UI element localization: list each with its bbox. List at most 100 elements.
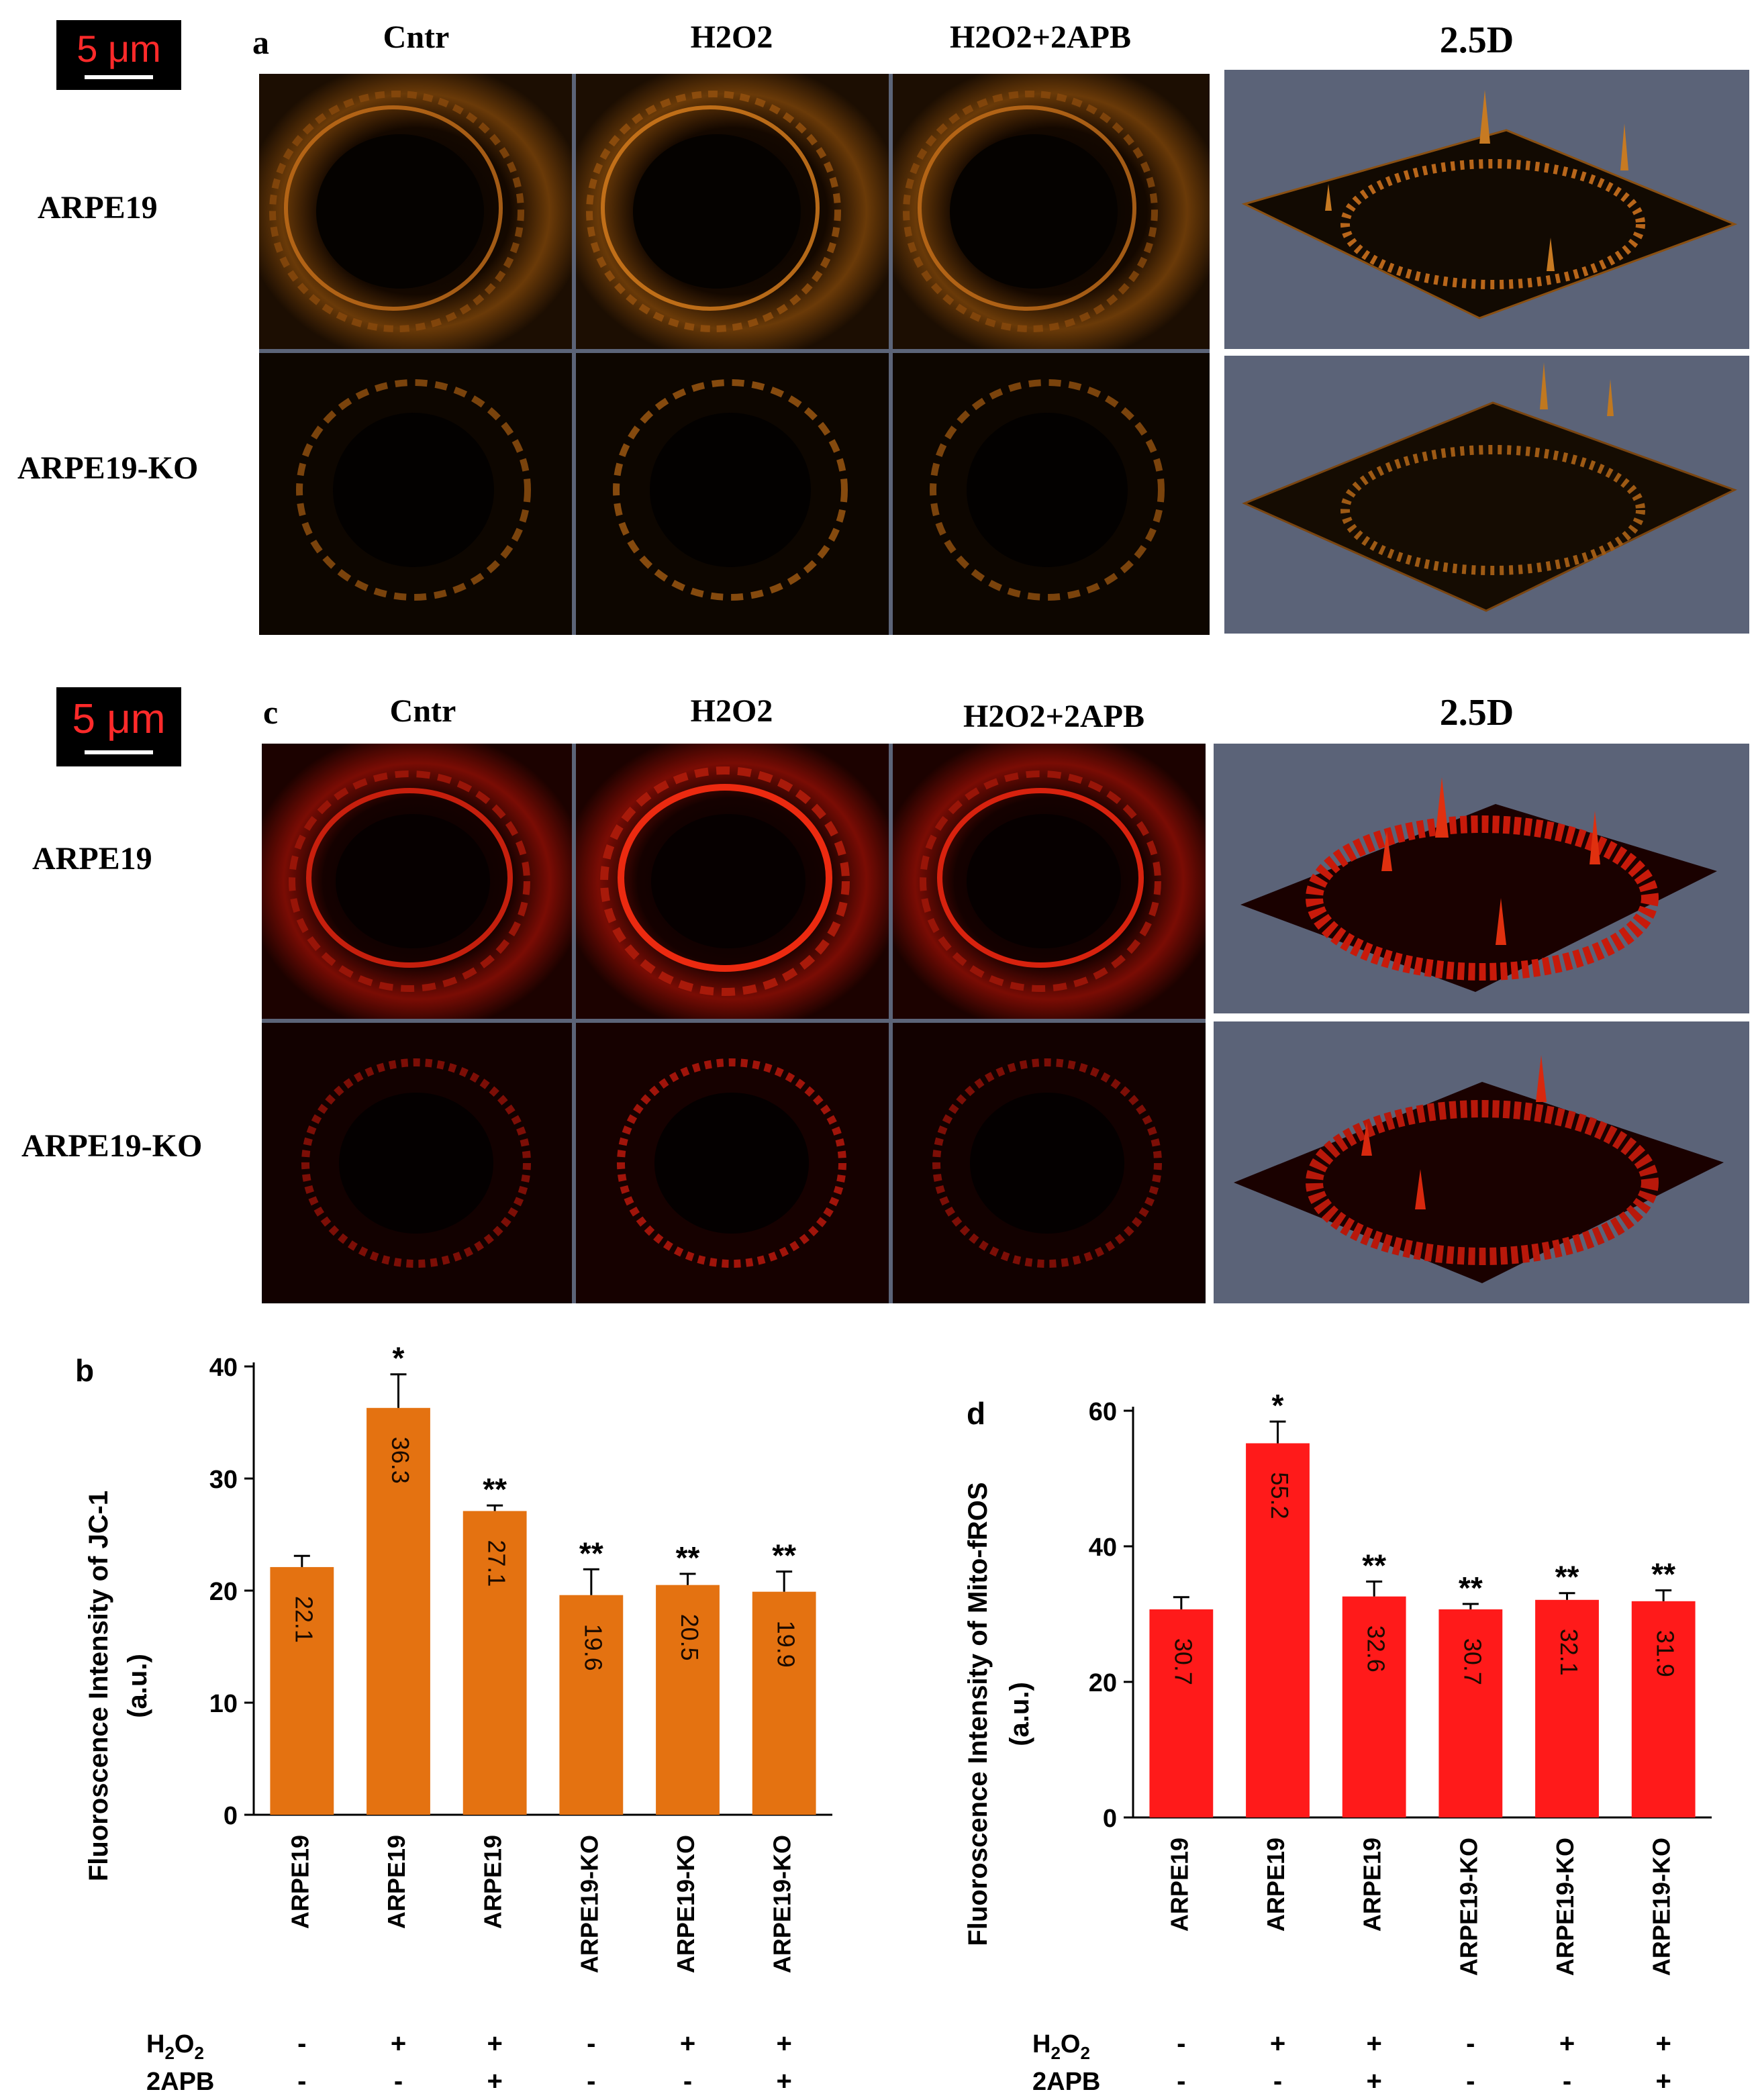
chart-d-bar xyxy=(1535,1599,1599,1817)
chart-b-value-label: 22.1 xyxy=(290,1596,318,1643)
panel-a-cell-r2-c2 xyxy=(576,353,889,635)
panel-a-2-5d-bottom xyxy=(1224,356,1749,634)
chart-b-bar xyxy=(462,1511,527,1815)
panel-a-2-5d-top xyxy=(1224,70,1749,349)
chart-d-ytick-label: 0 xyxy=(1103,1805,1117,1833)
chart-d-treatment-mark: - xyxy=(1466,2066,1475,2096)
panel-c-col-2-5d: 2.5D xyxy=(1439,692,1514,734)
chart-d-category-label: ARPE19-KO xyxy=(1551,1838,1579,1976)
panel-c-row-arpe19-ko: ARPE19-KO xyxy=(21,1128,203,1164)
scale-bar-a-label: 5 μm xyxy=(77,28,161,70)
chart-d-significance-marker: ** xyxy=(1555,1560,1579,1595)
chart-b-treatment-mark: - xyxy=(297,2066,306,2096)
panel-c-2-5d-bottom xyxy=(1214,1021,1749,1303)
chart-d-treatment-mark: + xyxy=(1270,2029,1285,2058)
chart-d-category-label: ARPE19 xyxy=(1165,1838,1193,1932)
panel-c-col-cntr: Cntr xyxy=(389,693,456,729)
chart-b-treatment-mark: + xyxy=(776,2029,791,2058)
chart-d-mito-fros: d Fluoroscence Intensity of Mito-fROS (a… xyxy=(963,1388,1712,2096)
chart-d-treatment-mark: - xyxy=(1273,2066,1282,2096)
panel-c-cell-r1-c2 xyxy=(576,744,889,1019)
chart-b-ytick-label: 30 xyxy=(209,1466,238,1494)
chart-b-value-label: 20.5 xyxy=(676,1614,703,1661)
chart-b-jc1: b Fluoroscence Intensity of JC-1 (a.u.) … xyxy=(75,1341,832,2096)
panel-a-col-h2o2: H2O2 xyxy=(690,19,773,55)
chart-b-treatment-mark: - xyxy=(683,2066,692,2096)
chart-b-bar xyxy=(270,1566,334,1815)
panel-c-col-h2o2: H2O2 xyxy=(690,693,773,729)
panel-c-row-arpe19: ARPE19 xyxy=(32,841,152,877)
chart-b-category-label: ARPE19 xyxy=(286,1835,313,1929)
chart-d-bar xyxy=(1342,1596,1406,1817)
chart-d-treatment-mark: + xyxy=(1366,2029,1381,2058)
panel-c-micrograph-grid xyxy=(262,744,1206,1303)
chart-d-value-label: 55.2 xyxy=(1266,1472,1293,1519)
panel-a-cell-r1-c3 xyxy=(893,74,1210,349)
chart-b-significance-marker: ** xyxy=(483,1472,507,1507)
chart-d-bar xyxy=(1149,1609,1214,1817)
chart-d-treatment-h2o2-label: H2O2 xyxy=(1032,2030,1090,2063)
chart-d-significance-marker: ** xyxy=(1459,1570,1483,1605)
chart-d-category-label: ARPE19 xyxy=(1359,1838,1386,1932)
chart-d-value-label: 30.7 xyxy=(1459,1638,1486,1685)
chart-d-value-label: 32.6 xyxy=(1363,1626,1390,1672)
chart-d-treatment-mark: + xyxy=(1655,2066,1671,2096)
chart-b-ytick-label: 20 xyxy=(209,1578,238,1606)
chart-b-treatment-mark: + xyxy=(487,2029,502,2058)
chart-d-bar xyxy=(1246,1443,1310,1817)
chart-d-treatment-mark: - xyxy=(1177,2029,1185,2058)
chart-d-bar xyxy=(1438,1609,1503,1817)
chart-b-value-label: 27.1 xyxy=(483,1540,511,1587)
chart-b-treatment-mark: - xyxy=(587,2029,595,2058)
chart-b-category-label: ARPE19 xyxy=(479,1835,507,1929)
chart-d-ylabel-line2: (a.u.) xyxy=(1005,1682,1034,1746)
scale-bar-c-label: 5 μm xyxy=(72,696,166,742)
chart-b-value-label: 19.6 xyxy=(579,1624,607,1671)
chart-b-treatment-mark: - xyxy=(297,2029,306,2058)
chart-d-bar xyxy=(1631,1601,1696,1817)
chart-d-treatment-mark: - xyxy=(1563,2066,1571,2096)
scale-bar-c: 5 μm xyxy=(56,687,181,766)
chart-d-treatment-mark: + xyxy=(1366,2066,1381,2096)
chart-b-value-label: 36.3 xyxy=(387,1437,414,1484)
chart-d-value-label: 32.1 xyxy=(1555,1629,1583,1676)
chart-b-ylabel-line1: Fluoroscence Intensity of JC-1 xyxy=(84,1491,113,1881)
panel-c-cell-r1-c3 xyxy=(893,744,1206,1019)
panel-c-cell-r1-c1 xyxy=(262,744,572,1019)
chart-b-significance-marker: * xyxy=(393,1341,405,1376)
chart-d-category-label: ARPE19-KO xyxy=(1455,1838,1482,1976)
chart-b-category-label: ARPE19-KO xyxy=(769,1835,796,1973)
panel-a-cell-r2-c3 xyxy=(893,353,1210,635)
chart-b-category-label: ARPE19-KO xyxy=(575,1835,603,1973)
chart-b-ytick-label: 10 xyxy=(209,1690,238,1718)
chart-b-significance-marker: ** xyxy=(676,1540,700,1575)
chart-d-treatment-mark: - xyxy=(1466,2029,1475,2058)
panel-a-col-2-5d: 2.5D xyxy=(1439,19,1514,61)
chart-d-ytick-label: 60 xyxy=(1089,1398,1117,1426)
chart-d-significance-marker: ** xyxy=(1651,1557,1675,1592)
chart-b-value-label: 19.9 xyxy=(773,1621,800,1668)
chart-d-ytick-label: 20 xyxy=(1089,1669,1117,1697)
chart-b-treatment-h2o2-label: H2O2 xyxy=(146,2030,204,2063)
panel-c-2-5d-top xyxy=(1214,744,1749,1013)
chart-b-ylabel-line2: (a.u.) xyxy=(123,1654,152,1718)
panel-c-label: c xyxy=(263,693,279,731)
chart-b-bar xyxy=(656,1585,720,1815)
chart-b-ytick-label: 0 xyxy=(224,1802,238,1830)
chart-b-bar xyxy=(559,1595,624,1815)
chart-d-significance-marker: ** xyxy=(1362,1548,1386,1583)
chart-b-bar xyxy=(752,1591,816,1815)
chart-d-treatment-mark: + xyxy=(1559,2029,1575,2058)
chart-b-treatment-mark: - xyxy=(587,2066,595,2096)
panel-a-row-arpe19-ko: ARPE19-KO xyxy=(17,450,199,486)
panel-a-col-h2o2-2apb: H2O2+2APB xyxy=(949,19,1132,55)
panel-a-micrograph-grid xyxy=(259,74,1210,635)
panel-a-cell-r1-c1 xyxy=(259,74,572,349)
chart-b-treatment-mark: + xyxy=(680,2029,695,2058)
chart-b-category-label: ARPE19-KO xyxy=(672,1835,699,1973)
panel-a-cell-r2-c1 xyxy=(259,353,572,635)
chart-b-category-label: ARPE19 xyxy=(383,1835,410,1929)
panel-c-cell-r2-c3 xyxy=(893,1023,1206,1303)
chart-d-panel-label: d xyxy=(967,1396,985,1431)
chart-b-panel-label: b xyxy=(75,1353,94,1388)
